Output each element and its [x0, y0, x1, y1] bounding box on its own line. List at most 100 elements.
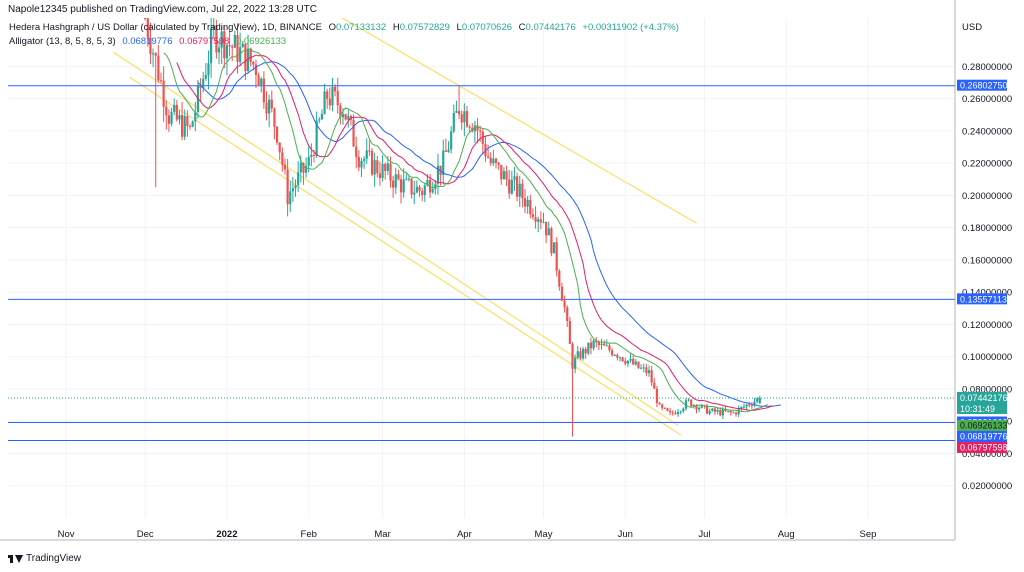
- time-tick-label: Sep: [859, 529, 876, 540]
- ohlc-low-label: L: [456, 22, 462, 33]
- candle-body: [188, 126, 192, 128]
- candle-body: [381, 163, 384, 178]
- time-axis-labels: Nov Dec 2022 Feb Mar Apr May Jun Jul Aug Sep: [58, 529, 877, 540]
- level-price-label-2-box: [957, 293, 1007, 305]
- candle-body: [352, 119, 355, 147]
- time-tick-label: Nov: [58, 529, 75, 540]
- candle-body: [312, 154, 316, 156]
- candle-body: [278, 142, 281, 153]
- candle-body: [191, 121, 194, 127]
- price-axis-labels: 0.020000000.040000000.060000000.08000000…: [962, 62, 1012, 492]
- candle-body: [170, 111, 173, 124]
- candle-body: [149, 37, 152, 55]
- candle-body: [368, 150, 371, 152]
- plot-area: [8, 18, 955, 441]
- price-tick-label: 0.12000000: [962, 320, 1012, 331]
- time-tick-label: 2022: [216, 529, 237, 540]
- indicator-name: Alligator (13, 8, 5, 8, 5, 3): [9, 36, 116, 47]
- ohlc-high-label: H: [392, 22, 400, 33]
- candle-body: [563, 300, 566, 308]
- candle-body: [610, 350, 614, 356]
- candle-body: [468, 126, 471, 128]
- symbol-legend: Hedera Hashgraph / US Dollar (calculated…: [9, 22, 679, 33]
- candle-body: [521, 183, 524, 199]
- candle-body: [727, 410, 730, 412]
- tradingview-brand[interactable]: TradingView: [8, 553, 81, 564]
- jaw-value: 0.06819776: [122, 36, 173, 47]
- alligator-lips-line: [163, 48, 768, 413]
- candle-body: [407, 178, 411, 180]
- candle-body: [618, 357, 622, 359]
- candle-body: [146, 18, 149, 38]
- candle-body: [579, 351, 582, 359]
- candle-body: [555, 242, 558, 271]
- candle-body: [252, 61, 255, 65]
- candle-body: [463, 111, 466, 123]
- candle-body: [447, 149, 450, 152]
- candle-body: [603, 343, 606, 346]
- candle-body: [655, 388, 659, 403]
- candle-body: [500, 164, 503, 180]
- candle-body: [360, 160, 363, 168]
- candle-body: [413, 192, 416, 195]
- candle-body: [363, 158, 366, 161]
- candle-body: [246, 48, 250, 72]
- price-tick-label: 0.08000000: [962, 384, 1012, 395]
- candle-body: [236, 35, 239, 62]
- candle-body: [165, 107, 168, 116]
- channel-trendline-2: [113, 51, 679, 427]
- tradingview-logo-icon: [8, 554, 23, 563]
- candle-body: [431, 189, 434, 193]
- candle-body: [304, 165, 308, 173]
- candle-body: [479, 130, 482, 132]
- candle-body: [608, 345, 611, 351]
- ohlc-close-label: C: [518, 22, 526, 33]
- candle-body: [753, 401, 756, 406]
- candle-body: [576, 351, 579, 358]
- candle-body: [756, 398, 759, 402]
- candle-body: [376, 160, 379, 174]
- candle-body: [513, 176, 516, 180]
- candle-body: [323, 91, 326, 114]
- indicator-price-label-box: [957, 419, 1007, 431]
- candle-body: [650, 370, 653, 383]
- candle-body: [344, 114, 347, 120]
- candle-body: [394, 174, 397, 188]
- candle-body: [547, 228, 550, 236]
- candle-body: [508, 179, 511, 194]
- candle-body: [539, 219, 542, 223]
- candle-body: [560, 286, 564, 301]
- candle-body: [510, 179, 513, 194]
- level-price-label-1-box: [957, 79, 1007, 91]
- candle-body: [452, 112, 455, 132]
- candle-body: [750, 405, 753, 407]
- candle-body: [436, 165, 440, 184]
- candle-body: [653, 382, 656, 389]
- candle-body: [365, 150, 368, 159]
- candle-body: [326, 91, 329, 99]
- candle-body: [639, 367, 643, 369]
- candle-body: [587, 342, 590, 354]
- candle-body: [621, 357, 624, 361]
- candle-body: [589, 342, 593, 349]
- candle-body: [339, 105, 342, 118]
- current-price-label-box: [957, 391, 1007, 414]
- candle-body: [497, 162, 500, 165]
- candle-body: [502, 171, 506, 180]
- candle-body: [194, 111, 197, 122]
- candle-body: [173, 104, 176, 112]
- candle-body: [645, 367, 648, 374]
- candle-body: [426, 179, 429, 186]
- candle-body: [302, 163, 305, 173]
- candle-body: [402, 179, 405, 193]
- candle-body: [268, 99, 271, 114]
- candle-body: [289, 191, 292, 205]
- candle-body: [531, 214, 535, 218]
- candle-body: [581, 348, 585, 359]
- candle-body: [199, 84, 202, 89]
- candle-body: [700, 404, 703, 408]
- candle-body: [516, 176, 519, 197]
- candle-body: [181, 115, 184, 137]
